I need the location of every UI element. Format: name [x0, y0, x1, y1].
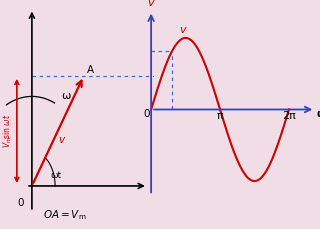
- Text: $v$: $v$: [179, 25, 188, 35]
- Text: 0: 0: [144, 109, 150, 119]
- Text: ωt: ωt: [51, 171, 61, 180]
- Text: ω: ω: [61, 92, 71, 101]
- Text: 2π: 2π: [282, 111, 296, 121]
- Text: ωt: ωt: [316, 109, 320, 119]
- Text: $OA = V_{\mathrm{m}}$: $OA = V_{\mathrm{m}}$: [43, 209, 86, 222]
- Text: $V_{\mathrm{m}}\!\sin\,\omega t$: $V_{\mathrm{m}}\!\sin\,\omega t$: [1, 114, 14, 148]
- Text: 0: 0: [17, 198, 24, 208]
- Text: $v$: $v$: [58, 135, 66, 145]
- Text: A: A: [87, 65, 94, 75]
- Text: $v$: $v$: [147, 0, 156, 8]
- Text: π: π: [217, 111, 223, 121]
